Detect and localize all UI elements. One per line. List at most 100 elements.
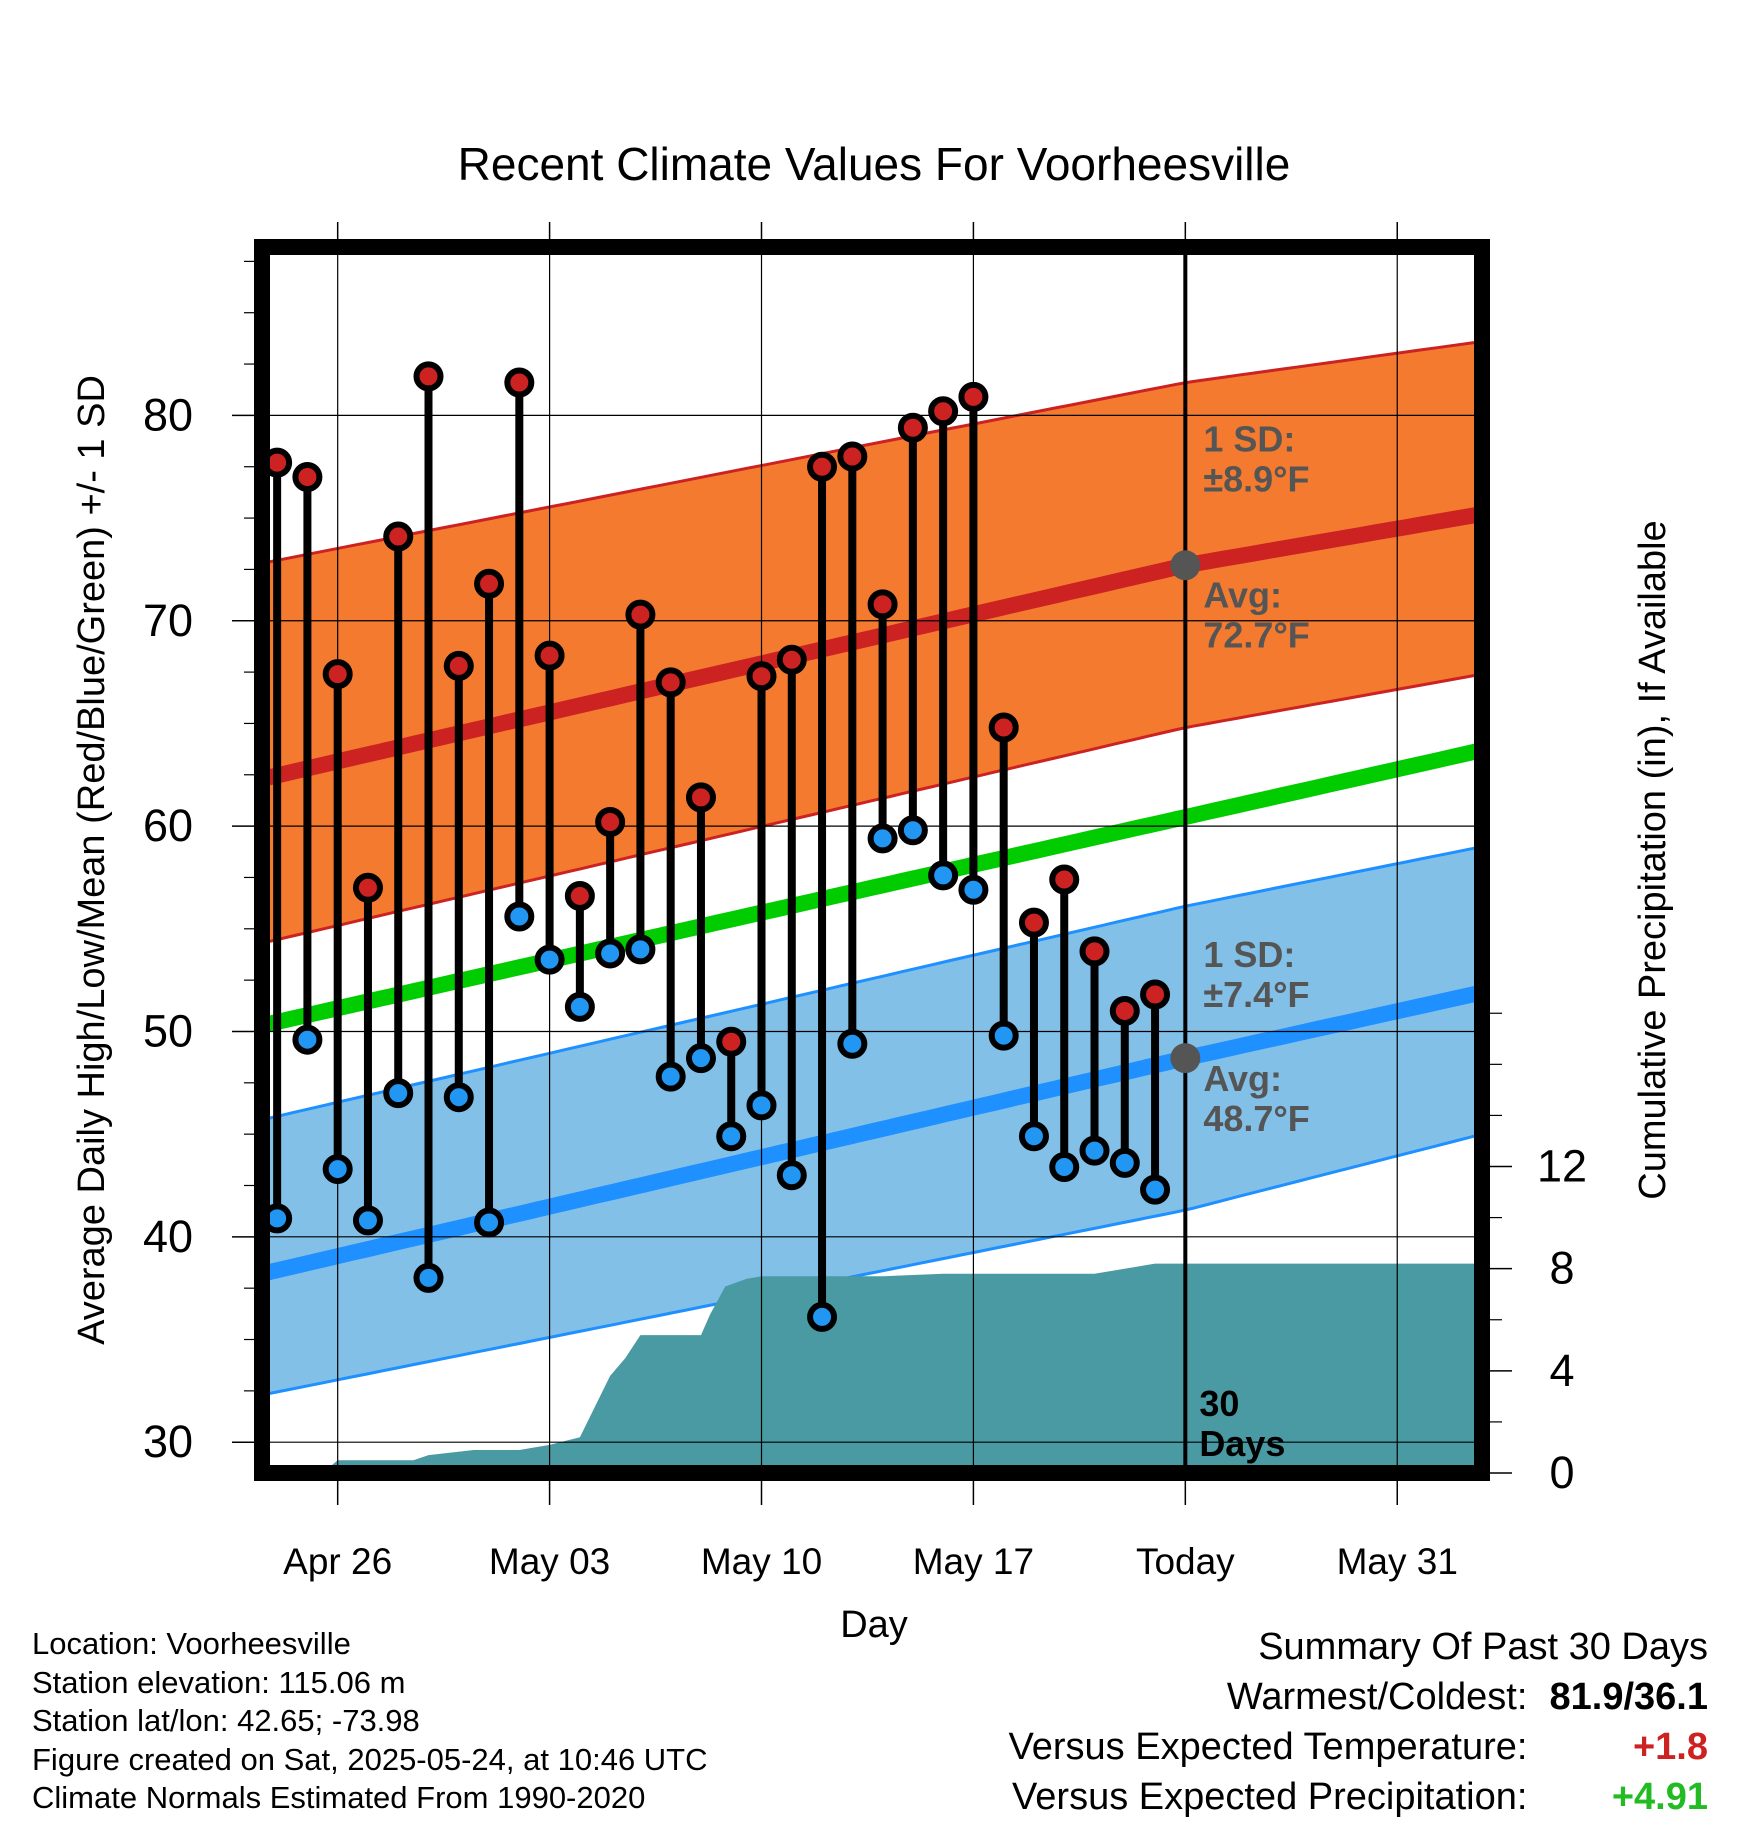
daily-low-point — [988, 1020, 1019, 1051]
daily-high-point — [776, 644, 807, 675]
chart-title: Recent Climate Values For Voorheesville — [458, 138, 1291, 190]
precip-row: Versus Expected Precipitation: +4.91 — [1009, 1772, 1708, 1822]
daily-high-point — [655, 667, 686, 698]
daily-high-point — [595, 807, 626, 838]
daily-low-point — [928, 860, 959, 891]
daily-high-point — [504, 367, 535, 398]
plot-frame — [254, 239, 1490, 1481]
daily-high-point — [897, 412, 928, 443]
low-avg-label: Avg: — [1203, 1058, 1282, 1099]
latlon-text: Station lat/lon: 42.65; -73.98 — [32, 1703, 420, 1738]
today-days-number: 30 — [1199, 1383, 1239, 1424]
daily-high-point — [837, 441, 868, 472]
daily-high-point — [625, 599, 656, 630]
x-tick-label: May 10 — [701, 1541, 822, 1582]
temp-row: Versus Expected Temperature: +1.8 — [1009, 1722, 1708, 1772]
daily-low-point — [716, 1121, 747, 1152]
daily-low-point — [474, 1207, 505, 1238]
warm-cold-value: 81.9/36.1 — [1549, 1676, 1708, 1718]
elevation-text: Station elevation: 115.06 m — [32, 1664, 406, 1700]
x-tick-label: May 31 — [1337, 1541, 1458, 1582]
summary-heading: Summary Of Past 30 Days — [1258, 1626, 1708, 1668]
daily-low-point — [685, 1043, 716, 1074]
high-avg-value: 72.7°F — [1203, 614, 1309, 655]
daily-high-point — [1140, 979, 1171, 1010]
low-band-lower-line — [262, 1132, 1482, 1397]
high-sd-value: ±8.9°F — [1203, 459, 1309, 500]
daily-low-point — [443, 1082, 474, 1113]
daily-high-point — [928, 396, 959, 427]
daily-high-point — [716, 1026, 747, 1057]
y2-tick-label: 8 — [1549, 1243, 1574, 1294]
daily-high-point — [383, 521, 414, 552]
normals-text: Climate Normals Estimated From 1990-2020 — [32, 1780, 646, 1815]
daily-high-point — [867, 589, 898, 620]
low-sd-label: 1 SD: — [1203, 934, 1295, 975]
daily-low-point — [958, 874, 989, 905]
daily-low-point — [322, 1154, 353, 1185]
x-axis-title: Day — [840, 1604, 908, 1646]
daily-high-point — [807, 451, 838, 482]
normal-low-line — [262, 984, 1482, 1282]
daily-high-point — [746, 661, 777, 692]
daily-high-point — [1109, 995, 1140, 1026]
daily-low-point — [867, 823, 898, 854]
daily-low-point — [564, 991, 595, 1022]
daily-high-point — [443, 650, 474, 681]
high-sd-label: 1 SD: — [1203, 419, 1295, 460]
daily-low-point — [595, 938, 626, 969]
daily-low-point — [1049, 1152, 1080, 1183]
today-days-word: Days — [1199, 1423, 1285, 1464]
daily-low-point — [776, 1160, 807, 1191]
precip-value: +4.91 — [1611, 1776, 1708, 1818]
y-tick-label: 40 — [143, 1211, 193, 1262]
location-text: Location: Voorheesville — [32, 1626, 351, 1661]
precip-label: Versus Expected Precipitation: — [1012, 1776, 1528, 1818]
x-tick-label: Apr 26 — [283, 1541, 392, 1582]
y-tick-label: 70 — [143, 595, 193, 646]
low-band-upper-line — [262, 845, 1482, 1122]
daily-low-point — [746, 1090, 777, 1121]
high-band-upper-line — [262, 340, 1482, 565]
daily-low-point — [383, 1078, 414, 1109]
low-sd-value: ±7.4°F — [1203, 974, 1309, 1015]
y2-axis-title: Cumulative Precipitation (in), If Availa… — [1632, 520, 1674, 1199]
daily-low-point — [1109, 1147, 1140, 1178]
y-tick-label: 30 — [143, 1416, 193, 1467]
daily-high-point — [1018, 907, 1049, 938]
daily-high-point — [474, 568, 505, 599]
daily-high-point — [413, 361, 444, 392]
high-band-lower-line — [262, 672, 1482, 945]
today-high-marker — [1170, 550, 1201, 581]
x-tick-label: May 03 — [489, 1541, 610, 1582]
y-tick-label: 60 — [143, 800, 193, 851]
daily-high-point — [352, 872, 383, 903]
daily-low-point — [292, 1024, 323, 1055]
daily-high-point — [292, 462, 323, 493]
daily-low-point — [504, 901, 535, 932]
daily-high-point — [322, 659, 353, 690]
daily-high-point — [988, 712, 1019, 743]
temp-label: Versus Expected Temperature: — [1008, 1726, 1528, 1768]
daily-high-point — [564, 880, 595, 911]
daily-low-point — [837, 1028, 868, 1059]
daily-low-point — [897, 815, 928, 846]
y2-tick-label: 0 — [1549, 1447, 1574, 1498]
station-info: Location: Voorheesville Station elevatio… — [32, 1625, 708, 1818]
daily-high-point — [1049, 864, 1080, 895]
daily-low-point — [1018, 1121, 1049, 1152]
daily-high-point — [685, 782, 716, 813]
x-tick-label: May 17 — [913, 1541, 1034, 1582]
precip-area — [322, 1263, 1482, 1473]
daily-low-point — [1079, 1135, 1110, 1166]
x-tick-label: Today — [1136, 1541, 1235, 1582]
high-avg-label: Avg: — [1203, 574, 1282, 615]
low-avg-value: 48.7°F — [1203, 1098, 1309, 1139]
daily-low-point — [534, 944, 565, 975]
daily-high-point — [958, 381, 989, 412]
warm-cold-label: Warmest/Coldest: — [1226, 1676, 1528, 1718]
daily-low-point — [1140, 1174, 1171, 1205]
daily-high-point — [534, 640, 565, 671]
